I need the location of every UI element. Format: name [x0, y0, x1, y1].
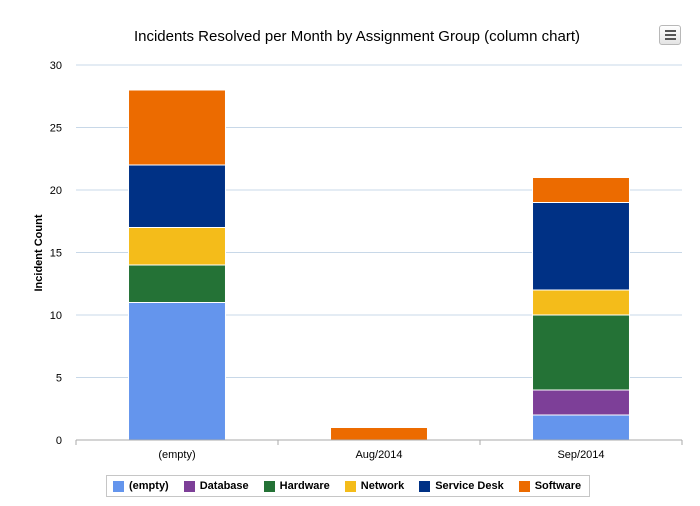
x-axis-ticks: (empty) Aug/2014 Sep/2014 — [75, 440, 683, 461]
y-tick-label: 25 — [50, 123, 62, 135]
bar-segment[interactable] — [532, 289, 630, 316]
x-tick-label: Sep/2014 — [557, 449, 604, 461]
y-tick-label: 20 — [50, 185, 62, 197]
y-tick-label: 30 — [50, 60, 62, 72]
legend-item[interactable]: Database — [183, 480, 249, 492]
legend-item[interactable]: Service Desk — [419, 480, 504, 492]
legend-label: Service Desk — [435, 480, 504, 492]
legend-label: Software — [534, 480, 582, 492]
bar-segment[interactable] — [128, 264, 226, 303]
legend-item[interactable]: Software — [518, 480, 582, 492]
bar-segment[interactable] — [128, 164, 226, 228]
x-tick-label: Aug/2014 — [355, 449, 402, 461]
y-axis-label: Incident Count — [33, 214, 45, 291]
bar-segment[interactable] — [330, 427, 428, 441]
x-tick-label: (empty) — [158, 449, 195, 461]
legend-swatch — [183, 480, 195, 492]
legend-label: Database — [199, 480, 249, 492]
hamburger-menu-icon — [665, 30, 676, 40]
legend-label: Network — [360, 480, 405, 492]
y-tick-label: 10 — [50, 310, 62, 322]
chart-legend: (empty) Database Hardware Network Service De… — [106, 475, 591, 497]
bar-segment[interactable] — [532, 202, 630, 291]
y-tick-label: 0 — [56, 435, 62, 447]
bar-segment[interactable] — [128, 227, 226, 266]
bar-segment[interactable] — [128, 302, 226, 441]
y-tick-label: 15 — [50, 248, 62, 260]
bar-segment[interactable] — [128, 89, 226, 166]
legend-swatch — [344, 480, 356, 492]
legend-swatch — [419, 480, 431, 492]
chart-menu-button[interactable] — [659, 25, 681, 45]
legend-item[interactable]: (empty) — [113, 480, 169, 492]
legend-swatch — [113, 480, 124, 492]
bar-segment[interactable] — [532, 414, 630, 441]
bar-segment[interactable] — [532, 177, 630, 203]
chart-title: Incidents Resolved per Month by Assignme… — [134, 28, 580, 45]
y-tick-label: 5 — [56, 373, 62, 385]
legend-swatch — [518, 480, 530, 492]
bars — [128, 89, 630, 441]
bar-segment[interactable] — [532, 314, 630, 391]
legend-swatch — [263, 480, 275, 492]
legend-item[interactable]: Hardware — [263, 480, 330, 492]
bar-segment[interactable] — [532, 389, 630, 416]
y-axis-ticks: 0 5 10 15 20 25 30 — [50, 60, 62, 447]
legend-label: (empty) — [129, 480, 169, 492]
legend-label: Hardware — [279, 480, 330, 492]
legend-item[interactable]: Network — [344, 480, 405, 492]
